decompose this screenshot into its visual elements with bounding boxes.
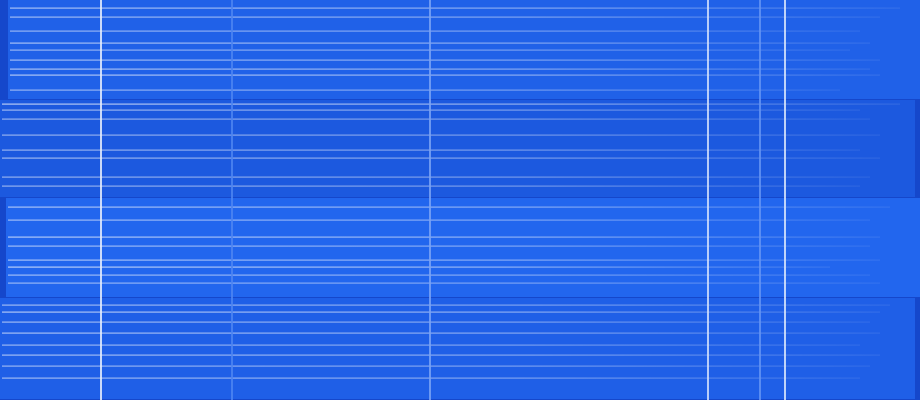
emission-line (707, 0, 709, 400)
plot-area (0, 0, 920, 400)
spectrum-trace (10, 90, 840, 91)
detector-panel (0, 298, 915, 399)
spectrum-trace (8, 237, 880, 238)
spectrum-trace (8, 246, 870, 247)
spectrum-trace (2, 158, 880, 159)
spectrum-trace (10, 17, 880, 18)
spectrum-trace (10, 75, 880, 76)
emission-line (100, 0, 102, 400)
spectrum-trace (2, 135, 880, 136)
emission-line (231, 0, 233, 400)
emission-line (759, 0, 761, 400)
spectrum-trace (2, 355, 880, 356)
spectrum-trace (2, 333, 880, 334)
detector-panel (0, 100, 915, 197)
spectrum-trace (10, 69, 870, 70)
spectrum-trace (2, 119, 870, 120)
detector-panel (8, 0, 920, 99)
spectrum-trace (8, 220, 870, 221)
image (0, 0, 920, 400)
spectrum-trace (10, 60, 880, 61)
spectrum-trace (2, 104, 900, 105)
detector-panel (6, 198, 920, 297)
spectrum-trace (8, 207, 890, 208)
spectrum-trace (10, 8, 900, 9)
spectrum-trace (2, 312, 880, 313)
spectrum-trace (2, 177, 870, 178)
spectrum-trace (2, 366, 870, 367)
spectrum-trace (10, 31, 860, 32)
spectrum-trace (2, 322, 870, 323)
spectrum-trace (8, 283, 880, 284)
spectrum-trace (8, 260, 880, 261)
spectrum-trace (8, 275, 870, 276)
emission-line (784, 0, 786, 400)
spectrum-trace (10, 43, 870, 44)
background (0, 0, 920, 400)
spectrum-trace (2, 305, 890, 306)
emission-line (429, 0, 431, 400)
spectrum-trace (8, 267, 830, 268)
